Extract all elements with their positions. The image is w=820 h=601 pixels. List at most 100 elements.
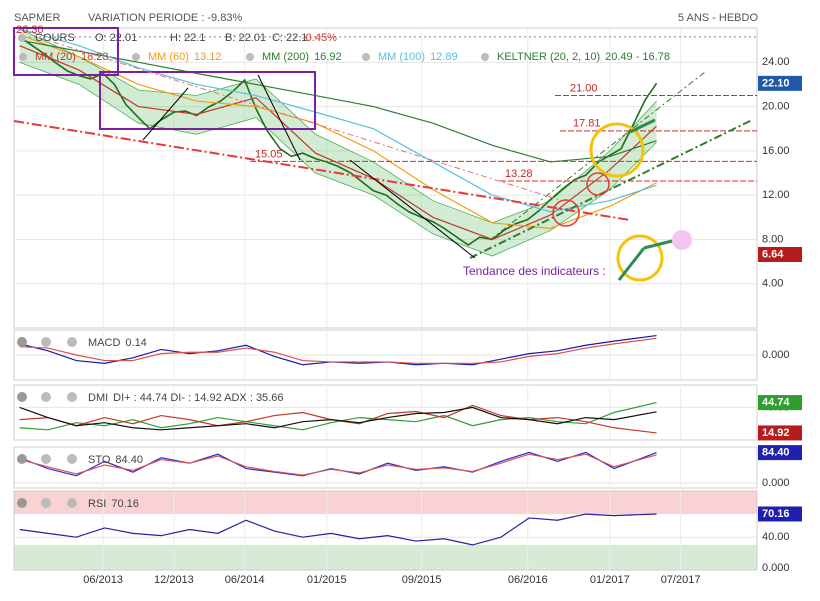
series-line xyxy=(19,513,657,546)
panel-icon xyxy=(17,498,27,508)
legend-entry: MM (200) 16.92 xyxy=(262,51,342,63)
legend-name: MM (20) xyxy=(35,51,76,63)
panel-icon xyxy=(41,392,51,402)
value-badge xyxy=(758,395,802,411)
legend-icon xyxy=(18,34,26,42)
y-tick-label: 16.00 xyxy=(762,145,790,157)
panel-icon xyxy=(17,337,27,347)
change: -0.45% xyxy=(302,32,337,44)
drawing-annotation xyxy=(13,27,119,76)
panel-frame xyxy=(13,27,758,329)
panel-title: STO 84.40 xyxy=(88,454,143,466)
value-badge xyxy=(758,506,802,522)
drawing-annotation xyxy=(589,122,645,178)
indicator-name: STO xyxy=(88,454,111,466)
x-tick-label: 06/2014 xyxy=(225,574,265,586)
drawing-annotation xyxy=(489,71,706,241)
variation: VARIATION PERIODE : -9.83% xyxy=(88,12,242,24)
legend-entry: MM (60) 13.12 xyxy=(148,51,221,63)
y-tick-label: 12.00 xyxy=(762,189,790,201)
keltner-fill xyxy=(19,29,657,257)
legend-value: 13.12 xyxy=(194,51,222,63)
annotations-layer xyxy=(13,27,753,282)
indicator-readout: DI+ : 44.74 DI- : 14.92 ADX : 35.66 xyxy=(113,392,283,404)
badge-label: 22.10 xyxy=(762,77,790,89)
panel-icon xyxy=(17,392,27,402)
series-line xyxy=(19,337,657,364)
legend-entry: KELTNER (20, 2, 10) 20.49 - 16.78 xyxy=(497,51,670,63)
panel-frame xyxy=(13,446,758,489)
panel-title: DMI DI+ : 44.74 DI- : 14.92 ADX : 35.66 xyxy=(88,392,283,404)
oversold-zone xyxy=(14,544,757,570)
keltner-lower xyxy=(19,61,657,257)
quote: C: 22.1 xyxy=(272,32,307,44)
level-label: 17.81 xyxy=(573,118,601,130)
panel-icon xyxy=(67,337,77,347)
y-tick-label: 8.00 xyxy=(762,233,783,245)
series-line xyxy=(19,404,657,434)
series-line xyxy=(19,28,657,213)
drawing-annotation xyxy=(257,74,301,161)
indicator-readout: 70.16 xyxy=(111,498,139,510)
value-badge xyxy=(758,425,802,441)
legend-name: MM (200) xyxy=(262,51,309,63)
series-line xyxy=(19,36,658,246)
legend-icon xyxy=(19,53,27,61)
legend-name: MM (60) xyxy=(148,51,189,63)
badge-label: 6.64 xyxy=(762,248,784,260)
drawing-annotation xyxy=(13,120,631,221)
annotation: Tendance des indicateurs : xyxy=(463,264,606,278)
panel-icon xyxy=(67,392,77,402)
badge-label: 70.16 xyxy=(762,508,790,520)
panel-frame xyxy=(13,384,758,441)
drawing-annotation xyxy=(672,230,692,250)
x-tick-label: 09/2015 xyxy=(402,574,442,586)
quote: O: 22.01 xyxy=(95,32,137,44)
drawing-annotation xyxy=(616,234,664,282)
quote: B: 22.01 xyxy=(225,32,266,44)
legend-entry: COURS xyxy=(35,32,75,44)
drawing-annotation xyxy=(552,199,580,227)
badge-label: 84.40 xyxy=(762,447,790,459)
legend-value: 16.92 xyxy=(314,51,342,63)
keltner-upper xyxy=(19,28,657,224)
panel-title: RSI 70.16 xyxy=(88,498,139,510)
x-tick-label: 12/2013 xyxy=(154,574,194,586)
badge-label: 44.74 xyxy=(762,396,790,408)
indicator-readout: 84.40 xyxy=(115,454,143,466)
y-tick-label: 0.000 xyxy=(762,562,790,574)
level-label: 21.00 xyxy=(570,82,598,94)
symbol: SAPMER xyxy=(14,12,61,24)
drawing-annotation xyxy=(39,37,561,201)
quote: H: 22.1 xyxy=(170,32,205,44)
x-tick-label: 06/2013 xyxy=(83,574,123,586)
drawing-annotation xyxy=(99,71,316,130)
panel-icon xyxy=(41,454,51,464)
series-line xyxy=(19,406,657,431)
drawing-annotation xyxy=(629,118,656,134)
panel-icon xyxy=(41,498,51,508)
legend-icon xyxy=(362,53,370,61)
panel-icon xyxy=(67,498,77,508)
legend-value: 20.49 - 16.78 xyxy=(605,51,670,63)
panel-title: MACD 0.14 xyxy=(88,337,147,349)
y-tick-label: 0.000 xyxy=(762,349,790,361)
legend-icon xyxy=(246,53,254,61)
legend-value: 12.89 xyxy=(430,51,458,63)
legend-value: 18.23 xyxy=(81,51,109,63)
level-label: 15.05 xyxy=(255,148,283,160)
panel-icon xyxy=(41,337,51,347)
drawing-annotation xyxy=(643,239,673,250)
legend-entry: MM (20) 18.23 xyxy=(35,51,108,63)
legend-name: MM (100) xyxy=(378,51,425,63)
series-line xyxy=(19,453,657,476)
value-badge xyxy=(758,75,802,91)
legend-icon xyxy=(132,53,140,61)
y-tick-label: 24.00 xyxy=(762,56,790,68)
overbought-zone xyxy=(14,491,757,515)
legend-entry: MM (100) 12.89 xyxy=(378,51,458,63)
period: 5 ANS - HEBDO xyxy=(678,12,759,24)
drawing-annotation xyxy=(586,172,610,196)
series-line xyxy=(19,39,657,163)
